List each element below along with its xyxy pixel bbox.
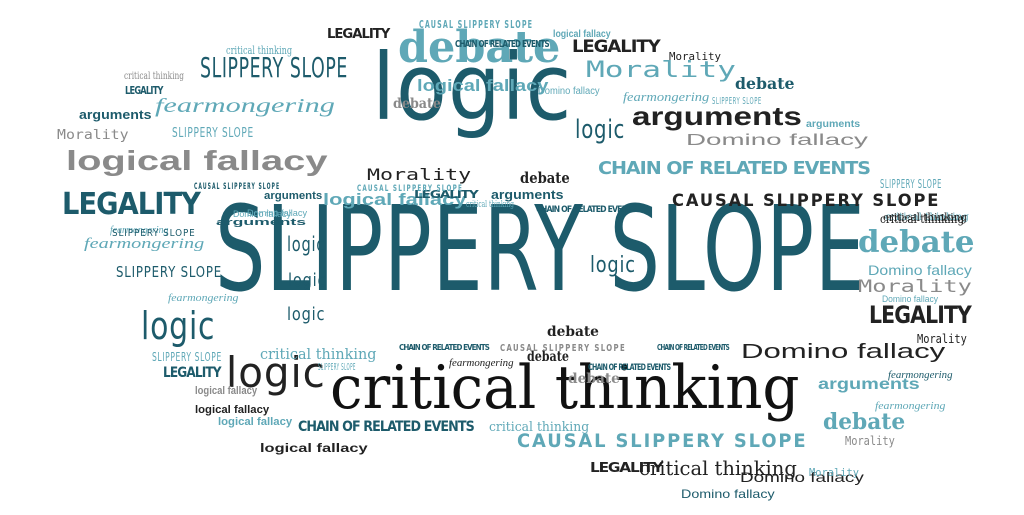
word-critical-thinking-bottom: critical thinking (639, 456, 797, 480)
word-logical-fallacy-small-3: logical fallacy (218, 416, 293, 428)
word-logical-fallacy-right: logical fallacy (323, 190, 467, 209)
word-domino-small-5: Domino fallacy (882, 294, 939, 304)
word-morality-small-2: Morality (57, 128, 129, 143)
word-debate-small-5: debate (547, 324, 599, 340)
word-logical-fallacy-top: logical fallacy (417, 76, 549, 95)
word-logical-fallacy-small-1: logical fallacy (553, 29, 611, 40)
word-debate-right: debate (858, 225, 975, 260)
word-logic-small-5: logic (590, 253, 636, 278)
word-debate-small-1: debate (520, 169, 570, 187)
word-slippery-slope-small-1: SLIPPERY SLOPE (152, 350, 222, 364)
word-logic-small-1: logic (575, 115, 626, 145)
word-slippery-slope-topleft: SLIPPERY SLOPE (200, 51, 348, 84)
word-domino-small-6: Domino fallacy (233, 209, 292, 219)
word-slippery-slope-small-5: SLIPPERY SLOPE (318, 362, 356, 373)
word-arguments-small-4: arguments (216, 217, 307, 227)
word-domino-fallacy-top: Domino fallacy (686, 132, 868, 149)
word-slippery-slope-small-3: SLIPPERY SLOPE (880, 177, 942, 191)
word-morality-small-4: Morality (845, 434, 895, 448)
word-logic-bottomleft: logic (226, 348, 326, 397)
word-critical-thinking-large: critical thinking (330, 353, 800, 423)
word-critical-thinking-small-6: critical thinking (466, 200, 514, 210)
word-debate-small-2: debate (527, 349, 569, 365)
word-arguments-small-3: arguments (806, 119, 861, 130)
word-legality-small-3: LEGALITY (125, 84, 163, 97)
word-fearmongering-small-1: fearmongering (84, 236, 205, 252)
word-logical-fallacy-left: logical fallacy (66, 145, 328, 176)
word-logic-small-4: logic (287, 304, 326, 325)
word-causal-small-2: CAUSAL SLIPPERY SLOPE (194, 182, 281, 192)
word-arguments-left: arguments (79, 107, 152, 122)
word-slippery-slope-left: SLIPPERY SLOPE (116, 263, 222, 281)
word-causal-small-1: CAUSAL SLIPPERY SLOPE (419, 18, 534, 31)
word-morality-small-1: Morality (669, 50, 721, 63)
word-legality-left: LEGALITY (62, 187, 201, 222)
word-logical-fallacy-small-4: logical fallacy (260, 441, 368, 455)
word-critical-thinking-small-8: critical thinking (883, 211, 968, 224)
word-fearmongering-small-6: fearmongering (110, 225, 169, 236)
word-debate-right2: debate (735, 74, 795, 93)
word-morality-small-5: Morality (917, 332, 967, 346)
word-slippery-slope-small-6: SLIPPERY SLOPE (112, 228, 196, 239)
word-arguments-small-2: arguments (264, 190, 323, 202)
word-causal-small-4: CAUSAL SLIPPERY SLOPE (500, 343, 627, 354)
word-logical-fallacy-small-5: logical fallacy (195, 404, 270, 416)
word-fearmongering-small-2: fearmongering (449, 358, 514, 369)
word-causal-small-3: CAUSAL SLIPPERY SLOPE (357, 184, 464, 194)
word-logic-small-3: logic (288, 270, 327, 291)
word-chain-small-5: CHAIN OF RELATED EVENTS (588, 363, 671, 373)
word-legality-right: LEGALITY (869, 301, 972, 329)
word-slippery-slope-small-4: SLIPPERY SLOPE (712, 96, 762, 107)
word-legality-small-4: LEGALITY (590, 461, 664, 476)
word-critical-thinking-small-5: critical thinking (880, 212, 965, 226)
word-domino-fallacy-bottom: Domino fallacy (740, 469, 864, 485)
word-critical-thinking-small-3: critical thinking (489, 420, 590, 435)
word-arguments-small-1: arguments (491, 187, 564, 202)
word-domino-fallacy-right: Domino fallacy (741, 341, 946, 363)
word-debate-bottomright: debate (823, 409, 906, 435)
word-debate-small-3: debate (393, 96, 441, 112)
word-morality-small-3: Morality (809, 466, 859, 479)
word-chain-small-4: CHAIN OF RELATED EVENTS (657, 343, 730, 352)
word-fearmongering-small-5: fearmongering (888, 370, 953, 381)
word-logic-left: logic (141, 304, 216, 348)
word-chain-small-3: CHAIN OF RELATED EVENTS (536, 205, 637, 215)
word-slippery-slope-small-2: SLIPPERY SLOPE (172, 126, 254, 141)
word-legality-mid: LEGALITY (163, 365, 222, 381)
word-domino-small-3: Domino fallacy (681, 487, 775, 501)
word-causal-slippery-slope-mid: CAUSAL SLIPPERY SLOPE (672, 191, 941, 211)
word-arguments-right: arguments (818, 376, 920, 393)
word-critical-thinking-small-7: critical thinking (124, 71, 184, 82)
word-critical-thinking-small-4: critical thinking (885, 212, 969, 223)
word-chain-small-1: CHAIN OF RELATED EVENTS (455, 39, 550, 50)
word-morality-top: Morality (586, 58, 736, 83)
word-logic-large: logic (372, 34, 573, 141)
word-morality-right: Morality (858, 277, 972, 297)
word-legality-small-2: LEGALITY (414, 188, 479, 201)
word-causal-slippery-slope-bottom: CAUSAL SLIPPERY SLOPE (517, 430, 808, 452)
word-debate-small-4: debate (568, 371, 620, 387)
word-logic-small-2: logic (287, 232, 326, 256)
word-morality-mid: Morality (367, 165, 472, 184)
word-chain-small-2: CHAIN OF RELATED EVENTS (399, 343, 490, 352)
word-logical-fallacy-small-2: logical fallacy (195, 385, 258, 397)
word-fearmongering-small-4: fearmongering (875, 400, 946, 412)
word-chain-of-related-events-bottom: CHAIN OF RELATED EVENTS (298, 419, 475, 435)
word-fearmongering-top: fearmongering (623, 89, 710, 104)
word-slippery-slope-large: SLIPPERY SLOPE (215, 180, 866, 318)
word-debate-top: debate (398, 22, 561, 73)
word-fearmongering-small-3: fearmongering (168, 292, 239, 304)
word-arguments-top: arguments (632, 101, 802, 131)
word-legality-small-1: LEGALITY (327, 27, 390, 42)
word-critical-thinking-small-2: critical thinking (260, 345, 377, 363)
word-domino-small-1: Domino fallacy (538, 86, 600, 97)
word-domino-small-2: Domino fallacy (247, 208, 308, 218)
word-domino-small-4: Domino fallacy (868, 262, 972, 278)
word-chain-of-related-events-mid: CHAIN OF RELATED EVENTS (598, 158, 871, 179)
word-legality-top: LEGALITY (572, 37, 661, 57)
word-fearmongering-left: fearmongering (155, 95, 335, 117)
word-critical-thinking-small-1: critical thinking (226, 44, 293, 57)
